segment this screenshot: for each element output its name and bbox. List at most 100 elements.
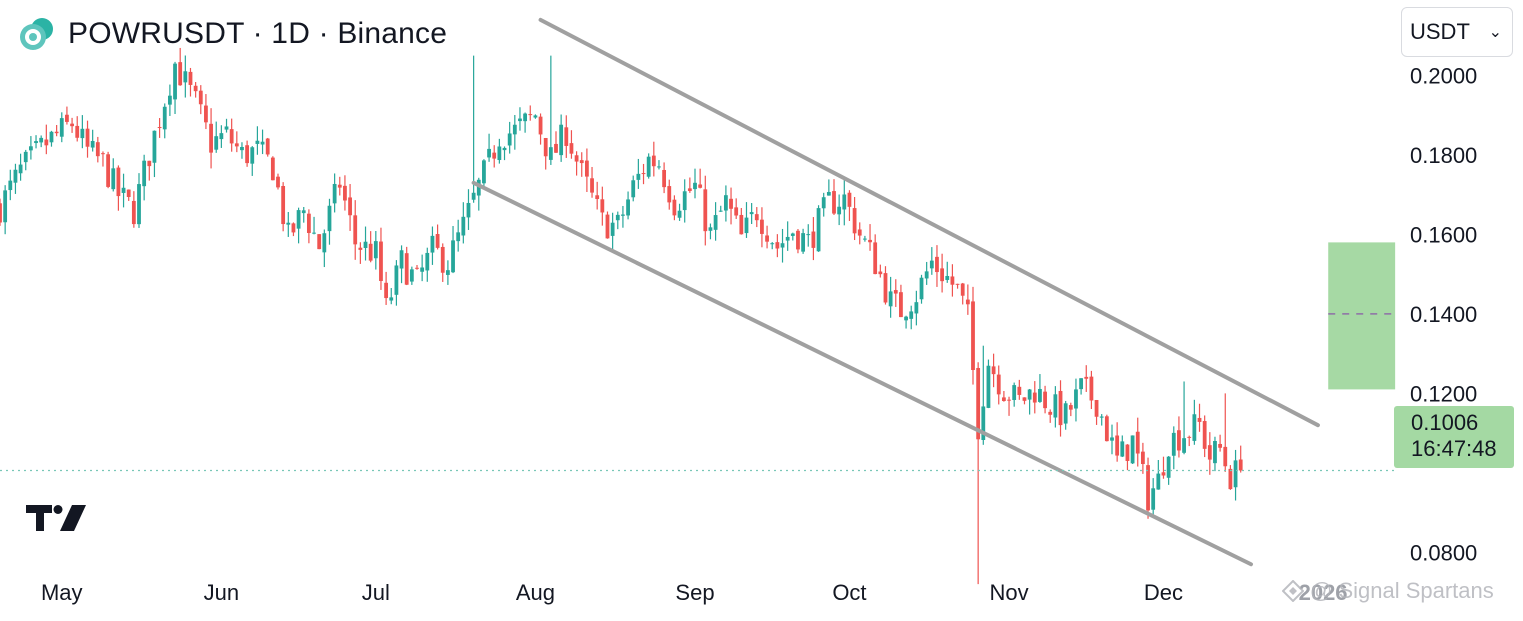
candle-body [54, 131, 59, 134]
candle-body [142, 160, 147, 187]
candle-body [1166, 456, 1171, 478]
channel-upper-line[interactable] [538, 17, 1320, 428]
candle-body [420, 267, 425, 272]
candle-body [703, 189, 708, 232]
candle-body [157, 127, 162, 129]
candle-body [147, 160, 152, 167]
currency-select[interactable]: USDT ⌄ [1401, 7, 1513, 57]
candle-body [1146, 465, 1150, 511]
candle-body [935, 256, 939, 273]
candle-body [404, 253, 409, 285]
candle-body [353, 215, 358, 245]
candle-body [543, 137, 548, 157]
candle-body [1140, 451, 1145, 465]
candle-body [34, 141, 38, 144]
price-axis[interactable]: 0.2000 0.1800 0.1600 0.1400 0.1200 0.0800 [1410, 63, 1477, 565]
symbol-title: POWRUSDT · 1D · Binance [68, 17, 448, 50]
candle-body [981, 406, 986, 440]
last-price-value: 0.1006 [1411, 410, 1479, 435]
candle-body [8, 180, 13, 191]
candle-body [718, 210, 723, 212]
candle-body [734, 207, 739, 216]
candle-body [126, 189, 131, 197]
candle-body [219, 133, 224, 140]
candle-body [1058, 390, 1063, 426]
candle-body [137, 184, 141, 225]
candle-body [512, 124, 517, 135]
candle-body [559, 124, 564, 156]
candle-body [281, 185, 286, 225]
candle-body [579, 160, 584, 164]
candle-body [868, 239, 872, 243]
candle-body [1187, 436, 1192, 438]
candle-body [1223, 446, 1228, 467]
time-tick-label: Jul [362, 580, 390, 605]
candle-body [286, 222, 291, 225]
candle-body [693, 182, 697, 190]
candle-body [528, 114, 533, 116]
time-tick-label: Aug [516, 580, 555, 605]
candle-body [801, 233, 806, 252]
candle-body [1238, 459, 1243, 471]
candle-body [1012, 385, 1017, 401]
chart-header: POWRUSDT · 1D · Binance [18, 14, 447, 54]
price-tick-label: 0.1800 [1410, 143, 1477, 168]
candle-body [152, 130, 157, 163]
target-zone [1328, 242, 1396, 390]
candle-body [667, 186, 672, 203]
candle-body [1104, 416, 1109, 442]
candle-body [1017, 386, 1022, 395]
candle-body [368, 243, 373, 261]
candle-body [198, 90, 203, 105]
time-tick-label: 2026 [1299, 580, 1348, 605]
candle-body [1027, 389, 1032, 400]
price-tick-label: 0.0800 [1410, 540, 1477, 565]
candle-body [409, 269, 414, 282]
candle-body [167, 95, 172, 105]
time-axis[interactable]: May Jun Jul Aug Sep Oct Nov Dec 2026 [41, 580, 1348, 605]
candle-body [363, 241, 368, 248]
candle-body [23, 151, 28, 163]
candle-body [765, 235, 769, 242]
candle-body [826, 191, 831, 196]
candle-body [106, 154, 111, 187]
candle-body [523, 113, 528, 122]
candle-body [425, 252, 430, 271]
candle-body [1063, 403, 1068, 424]
candle-body [44, 139, 49, 146]
candle-body [430, 235, 435, 253]
candle-body [600, 199, 605, 213]
candle-body [832, 191, 836, 214]
candle-body [1048, 411, 1053, 415]
candle-body [847, 192, 852, 207]
candle-body [193, 85, 198, 92]
candle-body [188, 71, 193, 85]
candle-body [497, 146, 502, 161]
candle-body [306, 213, 311, 233]
candle-body [1151, 488, 1156, 510]
candle-body [965, 299, 970, 305]
candle-body [384, 282, 389, 299]
candle-body [70, 123, 74, 127]
candle-body [1068, 405, 1073, 410]
last-price-label: 0.1006 16:47:48 [1394, 406, 1514, 468]
candle-body [790, 233, 795, 236]
candle-body [75, 125, 80, 138]
channel-lower-line[interactable] [471, 180, 1253, 567]
candle-body [1007, 399, 1011, 401]
candle-body [924, 271, 929, 279]
time-tick-label: Dec [1144, 580, 1183, 605]
candle-body [59, 118, 64, 137]
candle-body [1202, 421, 1207, 449]
candle-body [209, 123, 213, 153]
candle-body [1177, 430, 1181, 451]
candle-body [548, 147, 553, 160]
candle-body [250, 147, 255, 164]
time-tick-label: Sep [675, 580, 714, 605]
candle-body [276, 176, 280, 188]
candle-body [971, 301, 975, 371]
candle-body [322, 233, 327, 253]
candle-body [1125, 444, 1130, 461]
candle-body [862, 238, 867, 240]
